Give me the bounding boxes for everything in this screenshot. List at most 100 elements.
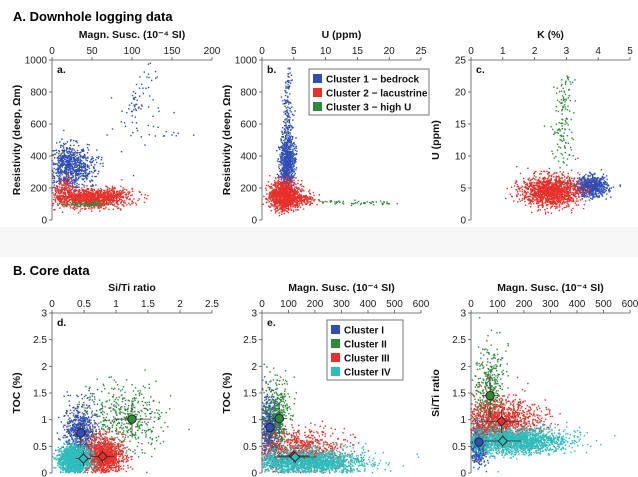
data-point <box>297 194 299 197</box>
data-point <box>74 161 76 163</box>
data-point <box>131 194 133 196</box>
data-point <box>289 85 291 87</box>
data-point <box>284 171 287 174</box>
data-point <box>89 172 91 175</box>
data-point <box>73 206 75 209</box>
data-point <box>583 184 585 187</box>
data-point <box>124 202 127 204</box>
y-tick-label: 200 <box>30 184 47 195</box>
data-point <box>94 169 97 172</box>
data-point <box>76 185 78 187</box>
data-point <box>124 193 127 196</box>
data-point <box>277 176 280 178</box>
data-point <box>65 170 68 172</box>
data-point <box>68 189 70 191</box>
data-point <box>132 98 135 100</box>
data-point <box>286 182 288 184</box>
data-point <box>103 194 105 196</box>
data-point <box>288 197 290 199</box>
data-point <box>272 201 275 203</box>
data-point <box>82 194 84 196</box>
data-point <box>99 194 101 196</box>
data-point <box>93 207 96 209</box>
data-point <box>80 151 82 154</box>
data-point <box>281 149 284 152</box>
data-point <box>279 191 282 193</box>
data-point <box>99 190 101 192</box>
data-point <box>286 109 288 112</box>
data-point <box>287 148 289 150</box>
data-point <box>130 134 132 137</box>
data-point <box>91 196 94 198</box>
data-point <box>82 166 85 168</box>
data-point <box>53 179 55 182</box>
data-point <box>64 196 67 198</box>
data-point <box>97 188 99 190</box>
data-point <box>582 195 585 197</box>
data-point <box>300 198 303 200</box>
data-point <box>573 182 575 185</box>
data-point <box>137 107 140 109</box>
data-point <box>310 199 313 201</box>
data-point <box>269 191 271 193</box>
data-point <box>285 167 287 169</box>
data-point <box>289 151 291 153</box>
data-point <box>61 195 63 197</box>
data-point <box>60 191 62 193</box>
data-point <box>285 201 287 204</box>
data-point <box>588 175 590 177</box>
data-point <box>275 195 277 197</box>
data-point <box>290 177 292 179</box>
data-point <box>86 200 88 203</box>
data-point <box>276 181 278 183</box>
data-point <box>285 163 287 165</box>
data-point <box>606 185 609 187</box>
data-point <box>283 158 285 160</box>
data-point <box>597 196 599 199</box>
data-point <box>66 141 69 143</box>
data-point <box>66 178 68 180</box>
data-point <box>98 198 100 200</box>
data-point <box>286 176 288 178</box>
data-point <box>300 196 302 198</box>
data-point <box>290 146 292 148</box>
data-point <box>275 200 277 202</box>
data-point <box>61 184 63 186</box>
data-point <box>52 204 54 207</box>
data-point <box>118 194 120 196</box>
data-point <box>277 181 279 183</box>
data-point <box>78 168 80 170</box>
data-point <box>298 197 300 199</box>
data-point <box>286 164 288 166</box>
data-point <box>270 194 273 196</box>
data-point <box>64 156 67 158</box>
data-point <box>122 187 124 189</box>
data-point <box>64 192 66 194</box>
data-point <box>274 192 276 194</box>
data-point <box>87 205 89 208</box>
data-point <box>292 210 295 213</box>
data-point <box>152 115 154 117</box>
data-point <box>282 164 285 166</box>
data-point <box>70 173 72 175</box>
data-point <box>600 185 602 187</box>
data-point <box>110 198 113 200</box>
data-point <box>72 181 74 183</box>
data-point <box>156 76 158 78</box>
data-point <box>588 190 591 192</box>
data-point <box>83 169 86 172</box>
data-point <box>135 122 138 124</box>
data-point <box>123 205 125 207</box>
data-point <box>292 149 294 151</box>
data-point <box>286 102 288 104</box>
data-point <box>300 194 302 197</box>
data-point <box>65 202 67 204</box>
data-point <box>279 199 281 201</box>
data-point <box>85 177 87 179</box>
data-point <box>308 198 310 200</box>
data-point <box>304 198 306 200</box>
data-point <box>281 196 283 198</box>
data-point <box>273 202 276 204</box>
data-point <box>68 199 71 201</box>
data-point <box>280 179 282 181</box>
